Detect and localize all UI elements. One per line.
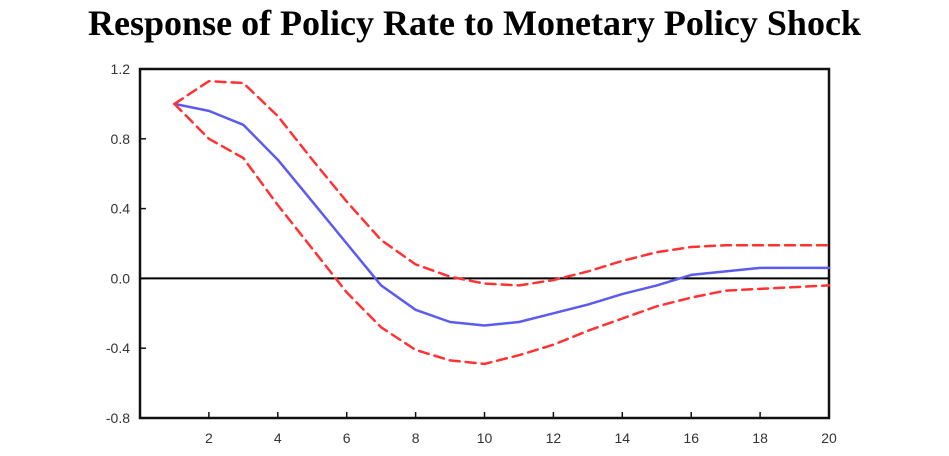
plot-frame xyxy=(138,67,831,420)
chart-title: Response of Policy Rate to Monetary Poli… xyxy=(88,3,861,43)
x-tick-label: 12 xyxy=(546,430,562,446)
x-tick-label: 20 xyxy=(821,430,837,446)
x-tick-label: 14 xyxy=(615,430,631,446)
x-tick-label: 10 xyxy=(477,430,493,446)
x-tick-label: 16 xyxy=(683,430,699,446)
lower-confidence-band xyxy=(173,102,831,366)
x-tick-label: 18 xyxy=(752,430,768,446)
y-tick-label: -0.8 xyxy=(106,410,130,426)
y-tick-label: -0.4 xyxy=(106,340,130,356)
x-tick-label: 2 xyxy=(205,430,213,446)
y-tick-label: 0.0 xyxy=(111,270,131,286)
response-line xyxy=(173,102,831,327)
y-tick-label: 1.2 xyxy=(111,61,131,77)
y-tick-label: 0.4 xyxy=(111,201,131,217)
y-tick-label: 0.8 xyxy=(111,131,131,147)
upper-confidence-band xyxy=(173,79,831,287)
x-tick-label: 6 xyxy=(343,430,351,446)
x-tick-label: 8 xyxy=(412,430,420,446)
x-tick-label: 4 xyxy=(274,430,282,446)
